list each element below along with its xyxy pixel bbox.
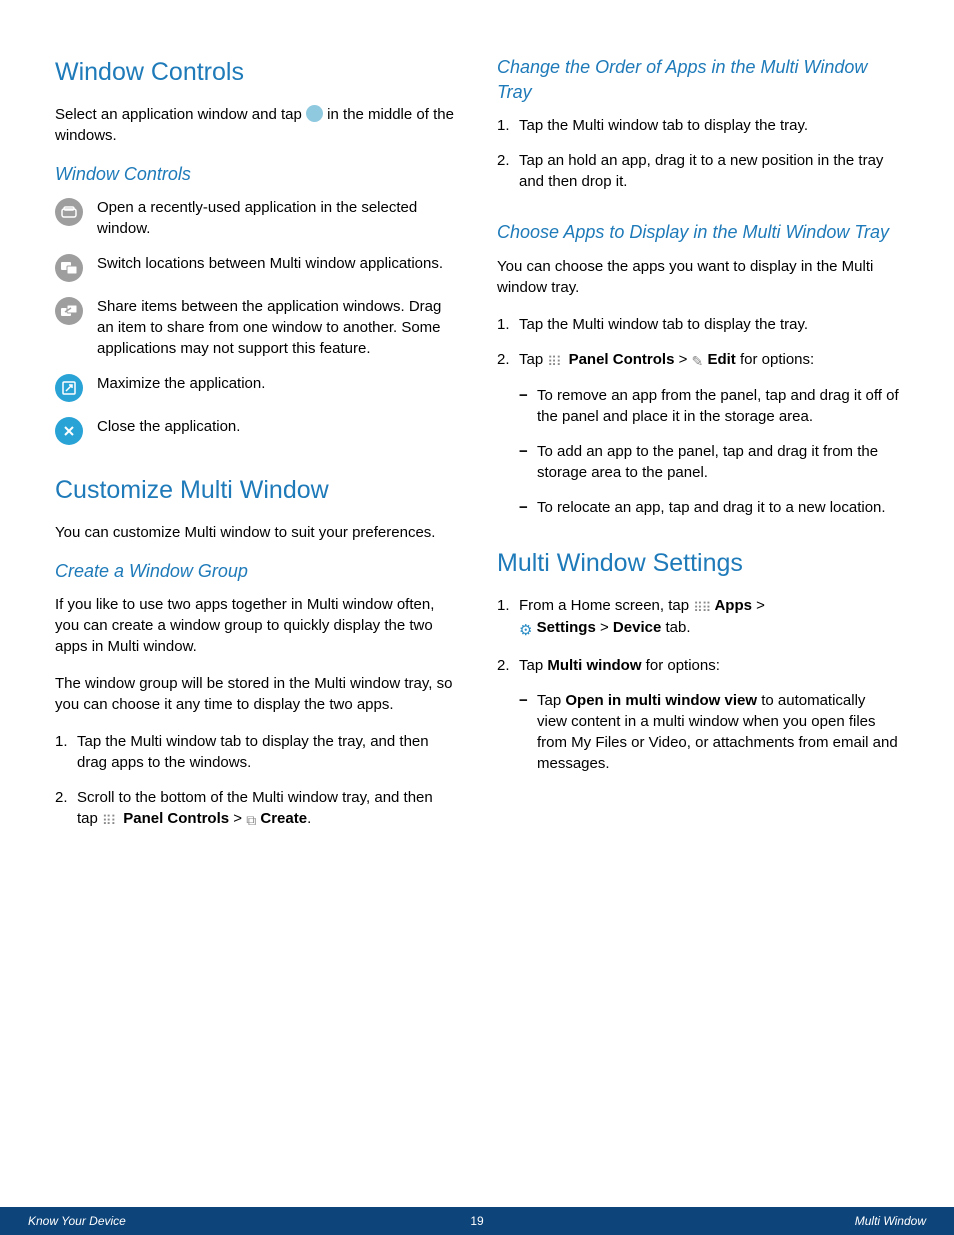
- choose-sublist: To remove an app from the panel, tap and…: [519, 385, 899, 518]
- icon-item-recent: Open a recently-used application in the …: [55, 197, 457, 239]
- settings-gear-icon: ⚙: [519, 620, 532, 641]
- icon-item-maximize: Maximize the application.: [55, 373, 457, 402]
- recent-apps-icon: [55, 198, 83, 226]
- heading-window-controls: Window Controls: [55, 55, 457, 90]
- panel-controls-icon-2: ⠿⠇: [547, 353, 564, 371]
- share-windows-icon: [55, 297, 83, 325]
- group-p2: The window group will be stored in the M…: [55, 673, 457, 715]
- subheading-change-order: Change the Order of Apps in the Multi Wi…: [497, 55, 899, 105]
- order-step-2: Tap an hold an app, drag it to a new pos…: [497, 150, 899, 192]
- close-icon: [55, 417, 83, 445]
- apps-grid-icon: ⠿⠿: [693, 599, 710, 617]
- maximize-icon: [55, 374, 83, 402]
- footer-left: Know Your Device: [28, 1213, 126, 1230]
- create-icon: ⧉: [246, 811, 256, 831]
- settings-sub-1: Tap Open in multi window view to automat…: [519, 690, 899, 774]
- choose-sub-3: To relocate an app, tap and drag it to a…: [519, 497, 899, 518]
- icon-item-close: Close the application.: [55, 416, 457, 445]
- choose-intro: You can choose the apps you want to disp…: [497, 256, 899, 298]
- choose-steps: Tap the Multi window tab to display the …: [497, 314, 899, 519]
- footer-page-number: 19: [470, 1213, 483, 1230]
- icon-list: Open a recently-used application in the …: [55, 197, 457, 445]
- icon-item-switch: Switch locations between Multi window ap…: [55, 253, 457, 282]
- heading-multi-window-settings: Multi Window Settings: [497, 546, 899, 581]
- intro-text: Select an application window and tap in …: [55, 104, 457, 146]
- choose-sub-1: To remove an app from the panel, tap and…: [519, 385, 899, 427]
- group-steps: Tap the Multi window tab to display the …: [55, 731, 457, 831]
- settings-sublist: Tap Open in multi window view to automat…: [519, 690, 899, 774]
- heading-customize: Customize Multi Window: [55, 473, 457, 508]
- subheading-window-controls: Window Controls: [55, 162, 457, 187]
- subheading-window-group: Create a Window Group: [55, 559, 457, 584]
- edit-pencil-icon: ✎: [692, 352, 704, 372]
- left-column: Window Controls Select an application wi…: [55, 55, 457, 859]
- subheading-choose-apps: Choose Apps to Display in the Multi Wind…: [497, 220, 899, 245]
- settings-steps: From a Home screen, tap ⠿⠿ Apps > ⚙ Sett…: [497, 595, 899, 774]
- group-p1: If you like to use two apps together in …: [55, 594, 457, 657]
- choose-step-2: Tap ⠿⠇ Panel Controls > ✎ Edit for optio…: [497, 349, 899, 519]
- order-steps: Tap the Multi window tab to display the …: [497, 115, 899, 192]
- settings-step-1: From a Home screen, tap ⠿⠿ Apps > ⚙ Sett…: [497, 595, 899, 641]
- settings-step-2: Tap Multi window for options: Tap Open i…: [497, 655, 899, 774]
- right-column: Change the Order of Apps in the Multi Wi…: [497, 55, 899, 859]
- group-step-1: Tap the Multi window tab to display the …: [55, 731, 457, 773]
- group-step-2: Scroll to the bottom of the Multi window…: [55, 787, 457, 831]
- icon-item-share: Share items between the application wind…: [55, 296, 457, 359]
- panel-controls-icon: ⠿⠇: [102, 812, 119, 830]
- order-step-1: Tap the Multi window tab to display the …: [497, 115, 899, 136]
- footer-right: Multi Window: [855, 1213, 926, 1230]
- choose-sub-2: To add an app to the panel, tap and drag…: [519, 441, 899, 483]
- choose-step-1: Tap the Multi window tab to display the …: [497, 314, 899, 335]
- tap-circle-icon: [306, 105, 323, 122]
- customize-intro: You can customize Multi window to suit y…: [55, 522, 457, 543]
- page-footer: Know Your Device 19 Multi Window: [0, 1207, 954, 1235]
- switch-windows-icon: [55, 254, 83, 282]
